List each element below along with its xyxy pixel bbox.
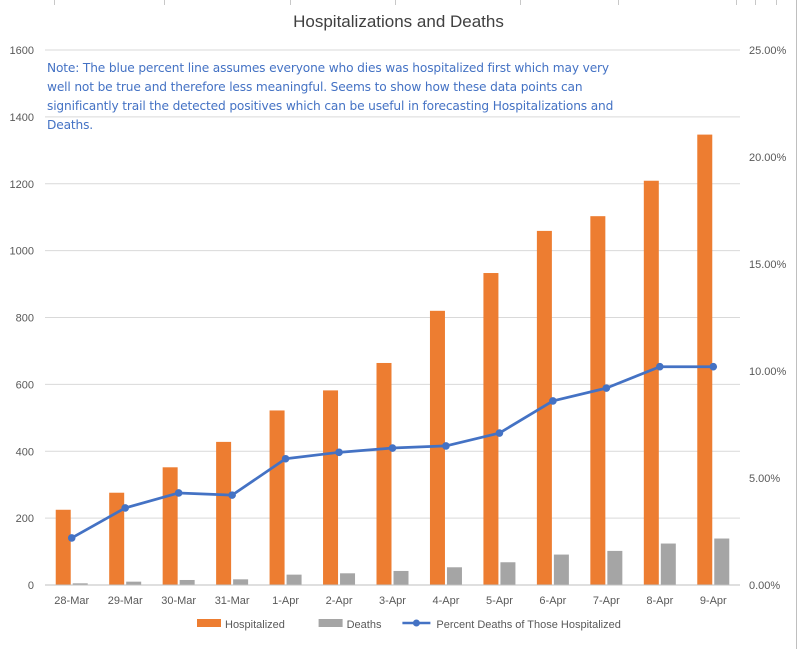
percent-line-point xyxy=(549,397,557,405)
chart-note: Note: The blue percent line assumes ever… xyxy=(47,61,614,132)
y-tick-label: 600 xyxy=(16,379,34,391)
percent-line-point xyxy=(281,454,290,463)
axes: 0 200 400 600 800 1000 1200 1400 1600 0.00% 5.00% 1… xyxy=(10,45,787,607)
x-tick-label: 8-Apr xyxy=(646,595,673,607)
hospitalized-bar xyxy=(429,310,445,585)
hospitalized-bar xyxy=(55,509,71,585)
deaths-bar xyxy=(714,538,730,585)
percent-line-point xyxy=(121,504,129,512)
y2-tick-label: 25.00% xyxy=(749,45,787,57)
x-tick-label: 4-Apr xyxy=(433,595,460,607)
y2-tick-label: 0.00% xyxy=(749,580,780,592)
percent-line-point xyxy=(228,491,236,499)
percent-line-point xyxy=(442,442,450,450)
y-tick-label: 1600 xyxy=(10,45,34,57)
y-tick-label: 1200 xyxy=(10,179,34,191)
y2-tick-label: 5.00% xyxy=(749,473,780,485)
percent-line-point xyxy=(709,362,718,371)
percent-line-point xyxy=(388,444,397,452)
percent-line-point xyxy=(174,489,183,497)
deaths-bar xyxy=(72,583,88,585)
legend-label: Deaths xyxy=(347,619,382,631)
x-tick-label: 30-Mar xyxy=(161,595,196,607)
y-tick-label: 1400 xyxy=(10,112,34,124)
x-tick-label: 29-Mar xyxy=(108,595,143,607)
hospitalized-bar xyxy=(162,467,178,585)
percent-line-point xyxy=(602,384,611,392)
deaths-bar xyxy=(500,562,516,585)
deaths-bar xyxy=(446,567,462,585)
legend-line-marker xyxy=(412,619,420,627)
percent-line-point xyxy=(335,448,343,457)
y2-tick-label: 20.00% xyxy=(749,152,787,164)
hospitalized-bar xyxy=(269,410,285,585)
hospitalized-bar xyxy=(376,362,392,585)
deaths-bar xyxy=(393,570,409,585)
x-tick-label: 31-Mar xyxy=(215,595,250,607)
line-series xyxy=(67,362,718,542)
percent-line-point xyxy=(495,429,504,437)
deaths-bar xyxy=(286,574,302,585)
y-tick-label: 400 xyxy=(16,446,34,458)
legend-label: Percent Deaths of Those Hospitalized xyxy=(436,619,620,631)
hospitalized-bar xyxy=(323,390,339,585)
x-tick-label: 9-Apr xyxy=(700,595,727,607)
y-tick-label: 0 xyxy=(28,580,34,592)
hospitalized-bar xyxy=(643,180,659,585)
x-tick-label: 28-Mar xyxy=(54,595,89,607)
percent-line-point xyxy=(67,534,76,542)
deaths-bar xyxy=(233,579,249,585)
chart-title: Hospitalizations and Deaths xyxy=(293,12,504,31)
x-tick-label: 1-Apr xyxy=(272,595,299,607)
deaths-bar xyxy=(607,550,623,585)
hospitalized-bar xyxy=(483,273,499,585)
spreadsheet-row-strip xyxy=(0,0,797,5)
y-tick-label: 800 xyxy=(16,313,34,325)
hospitalized-bar xyxy=(216,441,232,585)
deaths-bar xyxy=(179,579,195,585)
y2-tick-label: 15.00% xyxy=(749,259,787,271)
hospitalized-bar xyxy=(536,230,552,585)
percent-line-point xyxy=(656,362,664,371)
x-tick-label: 2-Apr xyxy=(326,595,353,607)
x-tick-label: 7-Apr xyxy=(593,595,620,607)
legend: Hospitalized Deaths Percent Deaths of Thos… xyxy=(197,619,621,631)
legend-swatch xyxy=(318,619,343,627)
hospitalized-bar xyxy=(697,134,713,586)
x-tick-label: 6-Apr xyxy=(539,595,566,607)
y2-tick-label: 10.00% xyxy=(749,366,787,378)
hospitalized-bar xyxy=(590,216,606,585)
x-tick-label: 5-Apr xyxy=(486,595,513,607)
bar-series xyxy=(55,134,730,586)
legend-swatch xyxy=(197,619,221,627)
y-tick-label: 1000 xyxy=(10,246,34,258)
deaths-bar xyxy=(553,554,569,585)
deaths-bar xyxy=(660,543,676,585)
y-tick-label: 200 xyxy=(16,513,34,525)
deaths-bar xyxy=(126,581,142,585)
legend-label: Hospitalized xyxy=(225,619,285,631)
deaths-bar xyxy=(340,573,356,585)
x-tick-label: 3-Apr xyxy=(379,595,406,607)
gridlines xyxy=(45,49,740,586)
